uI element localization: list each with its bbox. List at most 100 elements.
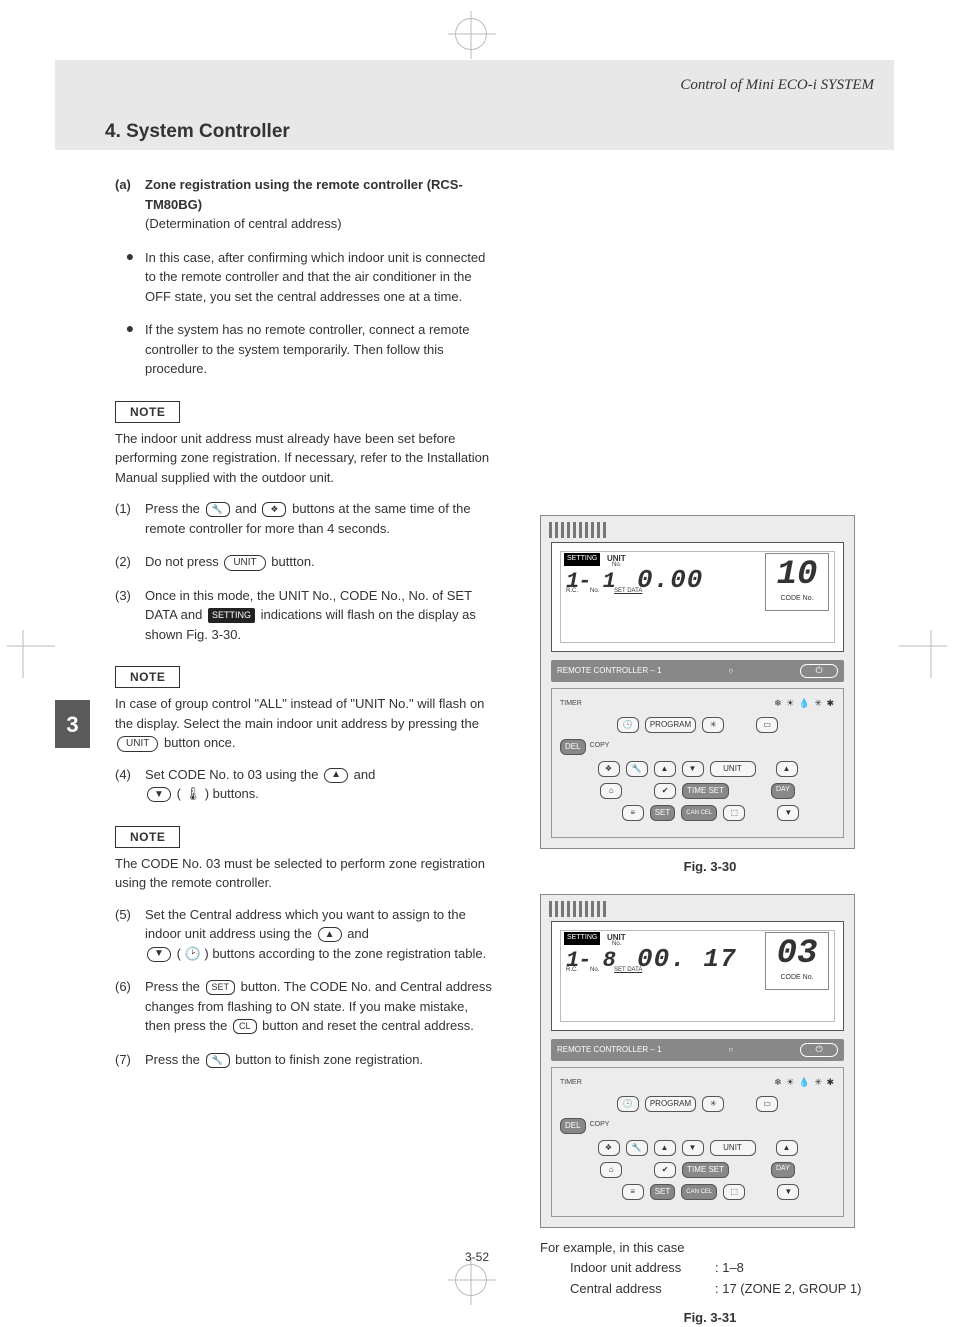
note-1-text: The indoor unit address must already hav…	[115, 429, 495, 488]
key-mode-icon: ▭	[756, 717, 778, 733]
midbar-label: REMOTE CONTROLLER – 1	[557, 665, 661, 677]
key-del: DEL	[560, 1118, 586, 1134]
key-wrench-icon: 🔧	[626, 761, 648, 777]
step-4-post: ) buttons.	[205, 786, 259, 801]
remote-fig-31: SETTING UNIT No. 1- 8 R.C. No. SET DATA …	[540, 894, 855, 1228]
key-mode-icon: ▭	[756, 1096, 778, 1112]
key-clock-icon: 🕒	[617, 1096, 639, 1112]
chapter-tab: 3	[55, 700, 90, 748]
step-1-mid: and	[235, 501, 260, 516]
key-set: SET	[650, 805, 676, 821]
step-6-post: button and reset the central address.	[262, 1018, 474, 1033]
step-4-body: Set CODE No. to 03 using the ▲ and ▼ ( 🌡…	[145, 765, 495, 804]
step-2-post: buttton.	[271, 554, 314, 569]
copy-label: COPY	[590, 741, 610, 752]
step-3: (3) Once in this mode, the UNIT No., COD…	[115, 586, 495, 645]
timer-label: TIMER	[560, 1078, 582, 1089]
key-clock-icon: 🕒	[617, 717, 639, 733]
timer-label: TIMER	[560, 699, 582, 710]
lcd-setting-badge: SETTING	[564, 553, 600, 566]
key-flap-icon: ⬚	[723, 1184, 745, 1200]
crop-mark-top	[455, 18, 487, 50]
lcd-seg-mid: 0.00	[637, 561, 703, 600]
unit-button-icon: UNIT	[117, 736, 158, 752]
key-down-icon: ▼	[682, 1140, 704, 1156]
lcd-31: SETTING UNIT No. 1- 8 R.C. No. SET DATA …	[551, 921, 844, 1031]
key-temp-up-icon: ▲	[776, 761, 798, 777]
step-7-pre: Press the	[145, 1052, 204, 1067]
lcd-seg-mid: 00. 17	[637, 940, 737, 979]
step-6-num: (6)	[115, 977, 145, 1036]
right-column: SETTING UNIT No. 1- 1 R.C. No. SET DATA …	[540, 515, 880, 1327]
wrench-button-icon: 🔧	[206, 1053, 230, 1068]
key-check-icon: ✔	[654, 1162, 676, 1178]
example-k2: Central address	[570, 1279, 715, 1300]
crop-mark-bottom	[455, 1264, 487, 1296]
step-4: (4) Set CODE No. to 03 using the ▲ and ▼…	[115, 765, 495, 804]
lcd-code-big: 03	[766, 933, 828, 971]
key-flap-icon: ⬚	[723, 805, 745, 821]
key-program: PROGRAM	[645, 1096, 696, 1112]
example-v2: : 17 (ZONE 2, GROUP 1)	[715, 1279, 861, 1300]
vent-button-icon: ❖	[262, 502, 286, 517]
down-button-icon: ▼	[147, 787, 171, 802]
key-vent-icon: ❖	[598, 761, 620, 777]
note-box-3: NOTE	[115, 826, 180, 848]
step-1: (1) Press the 🔧 and ❖ buttons at the sam…	[115, 499, 495, 538]
copy-label: COPY	[590, 1120, 610, 1131]
step-5-num: (5)	[115, 905, 145, 964]
note-box-2: NOTE	[115, 666, 180, 688]
key-fan-icon: ✳	[702, 717, 724, 733]
key-house-icon: ⌂	[600, 1162, 622, 1178]
step-5-post: ) buttons according to the zone registra…	[204, 946, 486, 961]
step-7-num: (7)	[115, 1050, 145, 1070]
step-4-num: (4)	[115, 765, 145, 804]
step-2-pre: Do not press	[145, 554, 222, 569]
lcd-rc-label: R.C.	[566, 966, 578, 975]
remote-midbar: REMOTE CONTROLLER – 1 ○ ⏻	[551, 1039, 844, 1061]
step-6-body: Press the SET button. The CODE No. and C…	[145, 977, 495, 1036]
item-a-marker: (a)	[115, 175, 145, 234]
key-cancel: CAN CEL	[681, 1184, 717, 1200]
key-day: DAY	[771, 1162, 795, 1178]
keypad-30: TIMER ❄ ☀ 💧 ✳ ✱ 🕒 PROGRAM ✳ ▭ DEL COPY ❖…	[551, 688, 844, 838]
power-button-icon: ⏻	[800, 664, 838, 678]
bullet-dot: ●	[115, 320, 145, 379]
step-4-icon: ( 🌡	[177, 786, 201, 801]
remote-grille	[549, 522, 609, 538]
key-up-icon: ▲	[654, 1140, 676, 1156]
lcd-codebox: 03 CODE No.	[765, 932, 829, 990]
key-day: DAY	[771, 783, 795, 799]
key-cancel: CAN CEL	[681, 805, 717, 821]
key-timeset: TIME SET	[682, 1162, 729, 1178]
mode-icons: ❄ ☀ 💧 ✳ ✱	[774, 1076, 835, 1090]
bullet-1: ● In this case, after confirming which i…	[115, 248, 495, 307]
setting-badge-icon: SETTING	[208, 608, 255, 624]
key-temp-down-icon: ▼	[777, 1184, 799, 1200]
note-2-text: In case of group control "ALL" instead o…	[115, 694, 495, 753]
key-temp-down-icon: ▼	[777, 805, 799, 821]
example-block: For example, in this case Indoor unit ad…	[540, 1238, 880, 1300]
remote-midbar: REMOTE CONTROLLER – 1 ○ ⏻	[551, 660, 844, 682]
fig-30-caption: Fig. 3-30	[540, 857, 880, 877]
lcd-no-label-2: No.	[590, 966, 599, 975]
bullet-1-text: In this case, after confirming which ind…	[145, 248, 495, 307]
step-5-pre: Set the Central address which you want t…	[145, 907, 466, 942]
left-column: (a) Zone registration using the remote c…	[115, 175, 495, 1083]
key-set: SET	[650, 1184, 676, 1200]
bullet-dot: ●	[115, 248, 145, 307]
step-6: (6) Press the SET button. The CODE No. a…	[115, 977, 495, 1036]
bullet-2-text: If the system has no remote controller, …	[145, 320, 495, 379]
key-up-icon: ▲	[654, 761, 676, 777]
step-6-pre: Press the	[145, 979, 204, 994]
power-button-icon: ⏻	[800, 1043, 838, 1057]
page-number: 3-52	[0, 1248, 954, 1266]
key-vent-icon: ❖	[598, 1140, 620, 1156]
step-5-icon: ( 🕑	[177, 946, 201, 961]
mode-icons: ❄ ☀ 💧 ✳ ✱	[774, 697, 835, 711]
step-5-body: Set the Central address which you want t…	[145, 905, 495, 964]
lcd-code-lbl: CODE No.	[766, 973, 828, 984]
step-5: (5) Set the Central address which you wa…	[115, 905, 495, 964]
step-2: (2) Do not press UNIT buttton.	[115, 552, 495, 572]
step-2-num: (2)	[115, 552, 145, 572]
